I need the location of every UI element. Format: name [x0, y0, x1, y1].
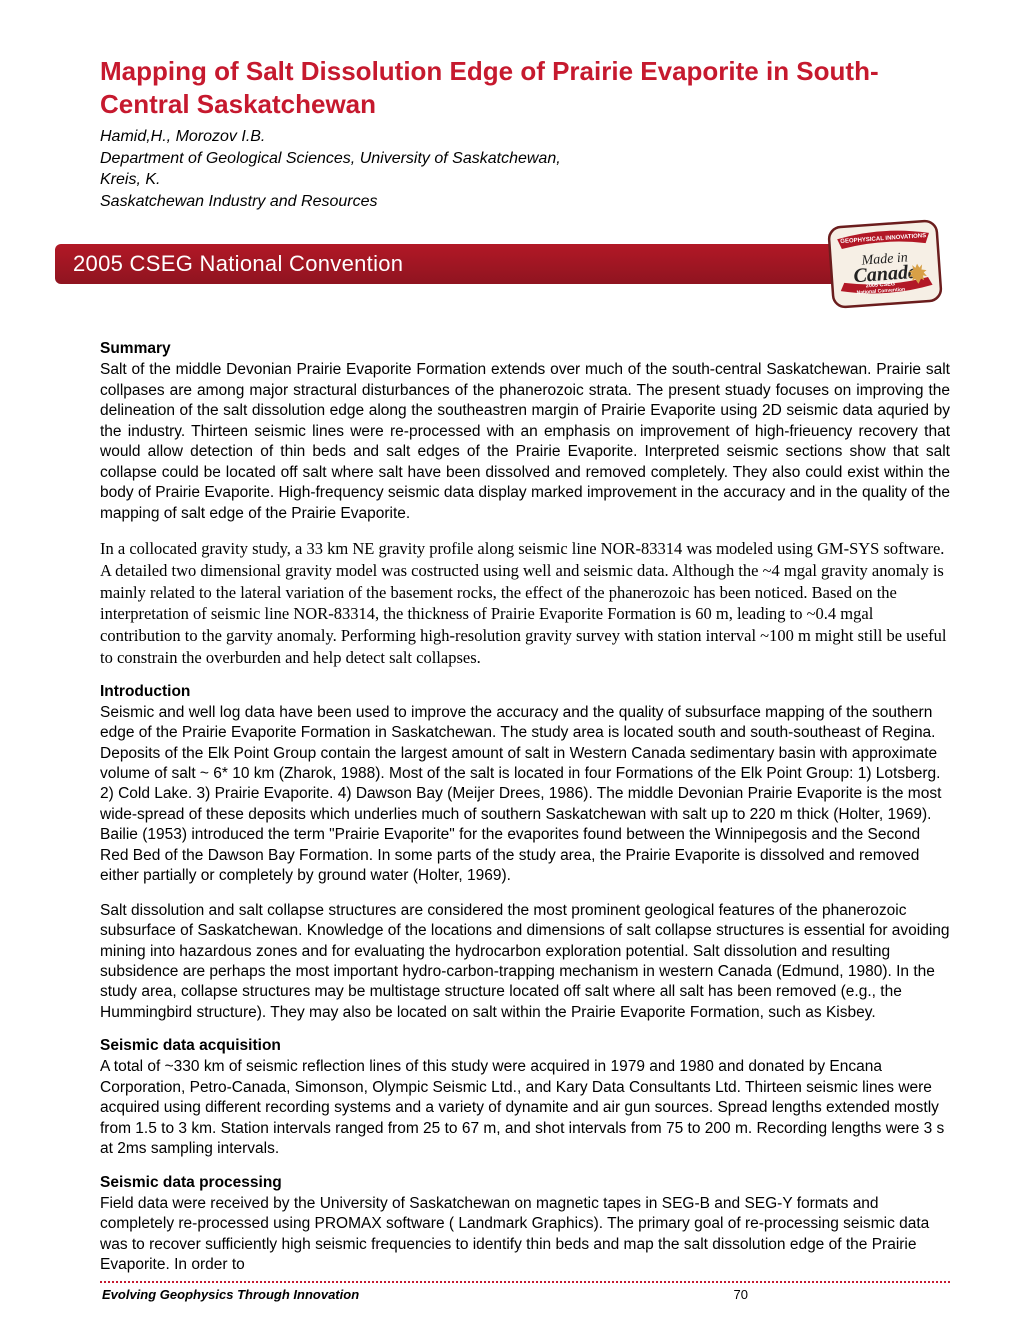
authors-block: Hamid,H., Morozov I.B. Department of Geo…: [100, 126, 950, 212]
summary-para-1: Salt of the middle Devonian Prairie Evap…: [100, 360, 950, 524]
introduction-heading: Introduction: [100, 683, 950, 701]
acquisition-para: A total of ~330 km of seismic reflection…: [100, 1057, 950, 1159]
page-number: 70: [734, 1287, 748, 1302]
author-line-3: Kreis, K.: [100, 169, 950, 191]
page-footer: Evolving Geophysics Through Innovation 7…: [100, 1287, 950, 1302]
made-in-canada-badge: GEOPHYSICAL INNOVATIONS Made in Canada 2…: [825, 218, 945, 310]
footer-tagline: Evolving Geophysics Through Innovation: [102, 1287, 359, 1302]
intro-para-1: Seismic and well log data have been used…: [100, 703, 950, 887]
summary-para-2: In a collocated gravity study, a 33 km N…: [100, 538, 950, 669]
footer-rule: [100, 1281, 950, 1283]
author-line-1: Hamid,H., Morozov I.B.: [100, 126, 950, 148]
banner-bar: 2005 CSEG National Convention: [55, 244, 895, 284]
intro-para-2: Salt dissolution and salt collapse struc…: [100, 901, 950, 1024]
convention-banner: 2005 CSEG National Convention GEOPHYSICA…: [55, 230, 1005, 300]
paper-title: Mapping of Salt Dissolution Edge of Prai…: [100, 55, 950, 120]
summary-heading: Summary: [100, 340, 950, 358]
acquisition-heading: Seismic data acquisition: [100, 1037, 950, 1055]
processing-heading: Seismic data processing: [100, 1174, 950, 1192]
banner-text: 2005 CSEG National Convention: [73, 251, 403, 277]
author-line-4: Saskatchewan Industry and Resources: [100, 191, 950, 213]
author-line-2: Department of Geological Sciences, Unive…: [100, 148, 950, 170]
processing-para: Field data were received by the Universi…: [100, 1194, 950, 1276]
